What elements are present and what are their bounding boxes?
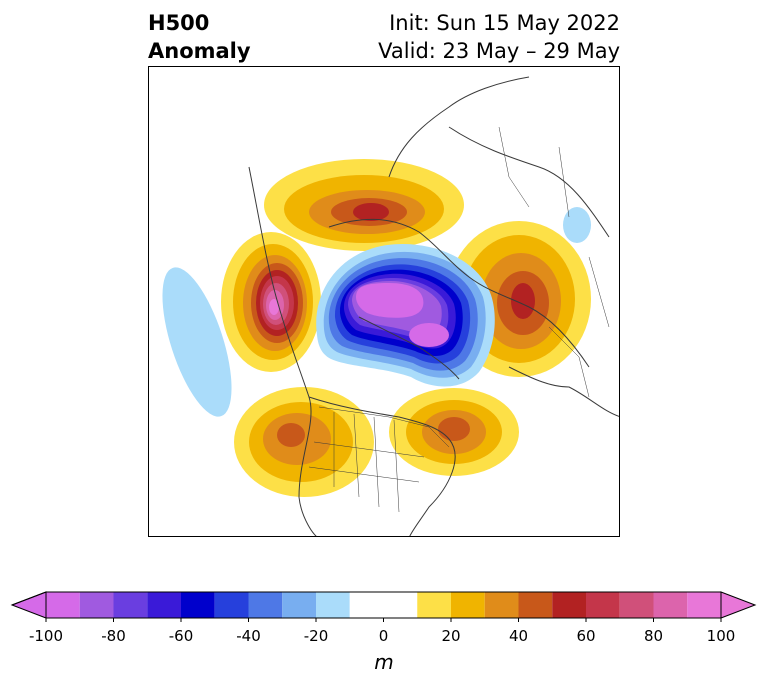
colorbar-tick-label: 100 [706,627,736,645]
negative-anomaly-central-asia [563,207,591,243]
colorbar-cell [417,592,451,618]
colorbar-cell [214,592,249,618]
map-svg [162,76,619,536]
colorbar-cell [586,592,620,618]
colorbar-tick-label: -60 [168,627,194,645]
colorbar-cell [619,592,654,618]
colorbar-tick-label: 40 [508,627,529,645]
colorbar-cell [316,592,350,618]
product-title: Anomaly [148,39,251,63]
colorbar-cell [687,592,721,618]
colorbar-cell [349,592,418,618]
positive-anomaly-western-us [234,387,374,497]
colorbar-tick-label: 80 [643,627,664,645]
colorbar-cell [552,592,586,618]
colorbar-cell [451,592,485,618]
colorbar-cell [79,592,114,618]
positive-anomaly-eastern-canada [389,388,519,476]
coastlines [248,76,619,536]
colorbar [10,591,757,622]
colorbar-cell [113,592,148,618]
colorbar-tick-label: -100 [28,627,64,645]
colorbar-tick-label: -80 [101,627,126,645]
colorbar-tick-label: 60 [576,627,596,645]
variable-title: H500 [148,11,210,35]
colorbar-extend-low [10,591,47,619]
colorbar-tick-label: -20 [303,627,329,645]
colorbar-extend-high [720,591,757,619]
anomaly-map [148,66,620,537]
colorbar-cell [147,592,181,618]
valid-dates: Valid: 23 May – 29 May [378,39,620,63]
negative-anomaly-center-arctic [316,243,495,387]
colorbar-outline-extend [11,591,47,606]
positive-anomaly-alaska-pacific [221,232,321,372]
colorbar-cell [46,592,80,618]
chart-title-block: H500 Anomaly [148,9,251,65]
colorbar-cell [248,592,283,618]
colorbar-cell [484,592,519,618]
colorbar-cells [46,592,721,618]
colorbar-tick-label: 20 [441,627,461,645]
political-borders [308,126,610,513]
colorbar-cell [518,592,553,618]
colorbar-unit-label: m [374,650,394,674]
positive-anomaly-siberia [264,159,464,251]
colorbar-cell [181,592,215,618]
colorbar-cell [653,592,688,618]
colorbar-cell [282,592,316,618]
colorbar-tick-label: -40 [236,627,261,645]
colorbar-tick-label: 0 [378,627,389,645]
init-date: Init: Sun 15 May 2022 [389,11,620,35]
date-info-block: Init: Sun 15 May 2022 Valid: 23 May – 29… [378,9,620,65]
negative-anomaly-pacific [162,267,232,417]
